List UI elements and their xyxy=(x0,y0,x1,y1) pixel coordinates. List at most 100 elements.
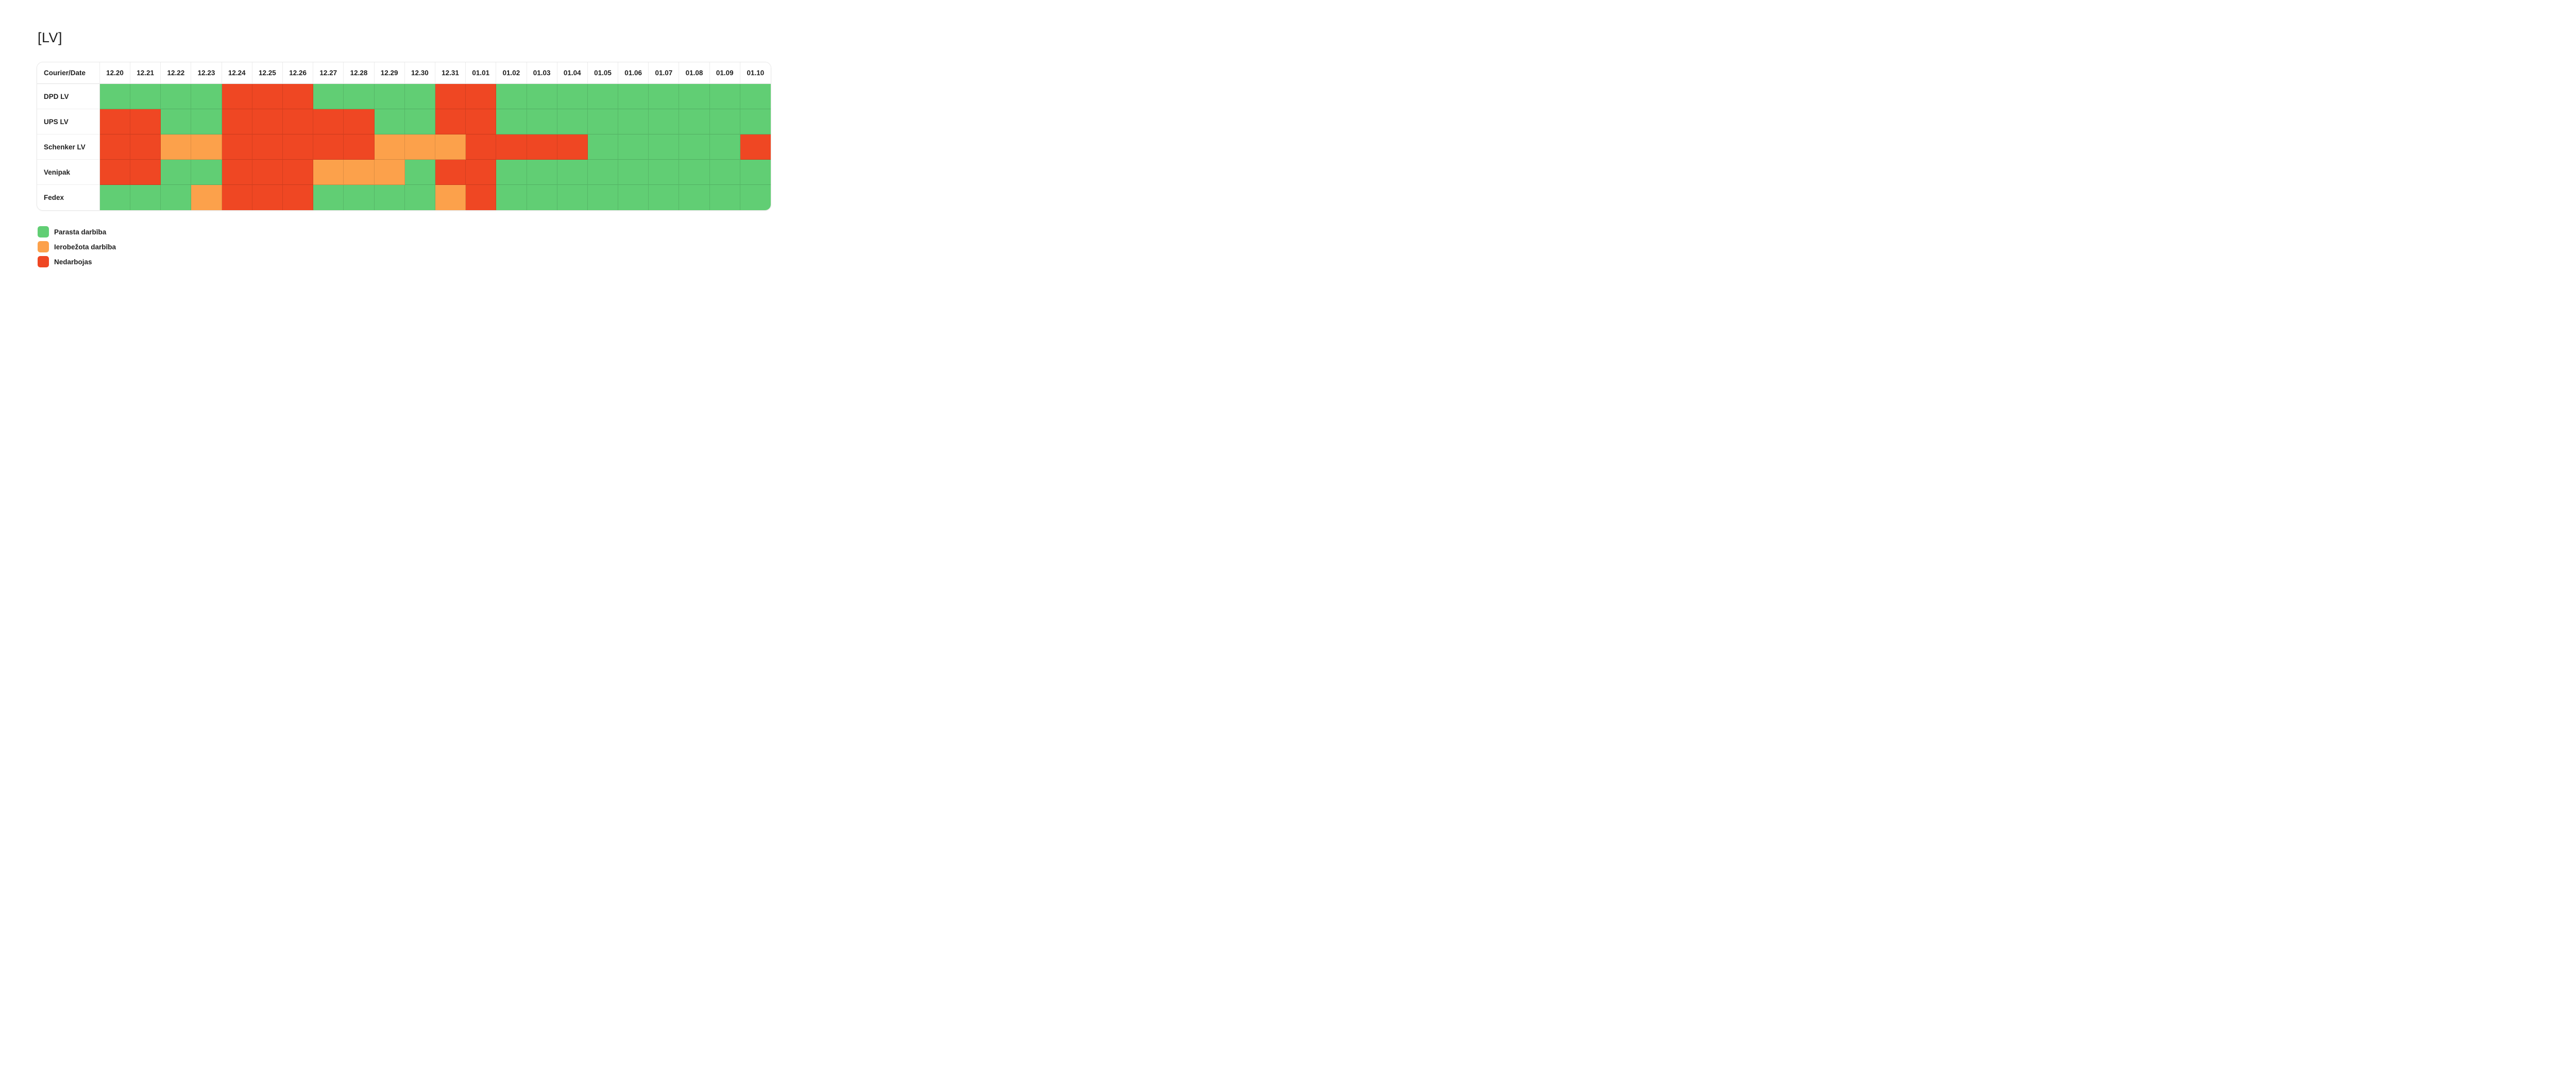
status-cell xyxy=(404,84,435,109)
status-cell xyxy=(374,84,405,109)
status-cell xyxy=(496,160,527,185)
status-cell xyxy=(313,109,344,134)
status-cell xyxy=(618,134,649,160)
date-header: 12.26 xyxy=(283,62,314,84)
status-cell xyxy=(649,134,680,160)
date-header: 12.24 xyxy=(222,62,252,84)
status-cell xyxy=(313,160,344,185)
status-cell xyxy=(344,160,375,185)
status-cell xyxy=(191,134,222,160)
status-cell xyxy=(99,109,131,134)
legend-item: Nedarbojas xyxy=(38,256,808,267)
status-cell xyxy=(344,134,375,160)
date-header: 12.28 xyxy=(344,62,375,84)
status-cell xyxy=(313,134,344,160)
status-cell xyxy=(222,134,252,160)
status-cell xyxy=(587,185,619,210)
corner-header: Courier/Date xyxy=(37,62,100,84)
status-cell xyxy=(313,185,344,210)
status-cell xyxy=(344,185,375,210)
status-cell xyxy=(374,160,405,185)
status-cell xyxy=(161,160,192,185)
status-cell xyxy=(374,109,405,134)
status-cell xyxy=(527,84,557,109)
status-cell xyxy=(283,160,314,185)
status-cell xyxy=(99,185,131,210)
date-header: 01.08 xyxy=(679,62,710,84)
status-cell xyxy=(496,185,527,210)
status-cell xyxy=(344,109,375,134)
status-cell xyxy=(435,185,466,210)
status-cell xyxy=(374,134,405,160)
status-cell xyxy=(99,134,131,160)
status-cell xyxy=(709,134,740,160)
status-cell xyxy=(740,160,771,185)
status-cell xyxy=(161,134,192,160)
status-cell xyxy=(191,160,222,185)
date-header: 12.23 xyxy=(191,62,222,84)
status-cell xyxy=(313,84,344,109)
status-cell xyxy=(466,185,497,210)
status-cell xyxy=(679,160,710,185)
status-cell xyxy=(404,185,435,210)
status-cell xyxy=(618,160,649,185)
status-cell xyxy=(222,160,252,185)
status-cell xyxy=(344,84,375,109)
date-header: 12.25 xyxy=(252,62,283,84)
status-cell xyxy=(709,185,740,210)
legend-label: Ierobežota darbība xyxy=(54,243,116,251)
courier-label: UPS LV xyxy=(37,109,100,134)
date-header: 12.20 xyxy=(99,62,131,84)
status-cell xyxy=(435,109,466,134)
status-cell xyxy=(283,185,314,210)
date-header: 12.27 xyxy=(313,62,344,84)
legend-item: Parasta darbība xyxy=(38,226,808,237)
status-cell xyxy=(252,160,283,185)
status-cell xyxy=(404,160,435,185)
status-cell xyxy=(252,84,283,109)
status-cell xyxy=(435,84,466,109)
status-cell xyxy=(435,160,466,185)
status-cell xyxy=(191,84,222,109)
status-cell xyxy=(709,84,740,109)
legend: Parasta darbība Ierobežota darbība Nedarbo… xyxy=(38,226,808,292)
status-cell xyxy=(740,134,771,160)
status-cell xyxy=(649,109,680,134)
status-cell xyxy=(587,84,619,109)
status-cell xyxy=(466,84,497,109)
status-cell xyxy=(466,160,497,185)
date-header: 01.07 xyxy=(649,62,680,84)
status-cell xyxy=(587,109,619,134)
status-cell xyxy=(374,185,405,210)
status-cell xyxy=(709,109,740,134)
status-cell xyxy=(679,84,710,109)
status-cell xyxy=(679,109,710,134)
date-header: 12.29 xyxy=(374,62,405,84)
status-cell xyxy=(527,160,557,185)
status-cell xyxy=(130,185,161,210)
status-table: Courier/Date 12.20 12.21 12.22 12.23 12.24 12.… xyxy=(37,62,771,210)
legend-swatch-normal xyxy=(38,226,49,237)
status-cell xyxy=(527,134,557,160)
status-cell xyxy=(130,109,161,134)
status-cell xyxy=(130,84,161,109)
status-cell xyxy=(191,185,222,210)
status-cell xyxy=(649,84,680,109)
date-header: 12.22 xyxy=(161,62,192,84)
status-cell xyxy=(99,84,131,109)
legend-item: Ierobežota darbība xyxy=(38,241,808,252)
status-cell xyxy=(557,134,588,160)
status-cell xyxy=(283,109,314,134)
status-cell xyxy=(709,160,740,185)
status-cell xyxy=(527,109,557,134)
status-cell xyxy=(161,185,192,210)
status-cell xyxy=(740,84,771,109)
date-header: 01.09 xyxy=(709,62,740,84)
page: [LV] Courier/Date 12.20 12.21 12.22 12.23 12.… xyxy=(0,0,808,299)
status-cell xyxy=(161,109,192,134)
date-header: 01.06 xyxy=(618,62,649,84)
status-cell xyxy=(222,109,252,134)
status-cell xyxy=(222,84,252,109)
status-cell xyxy=(649,160,680,185)
status-cell xyxy=(557,109,588,134)
